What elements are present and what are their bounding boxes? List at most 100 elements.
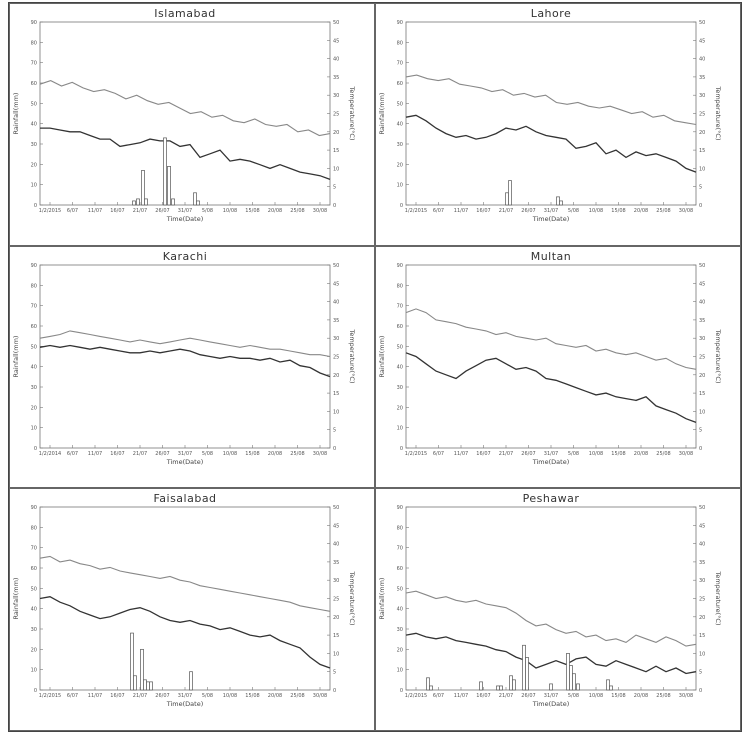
y-tick-label: 80	[31, 283, 37, 289]
y2-tick-label: 35	[333, 75, 339, 81]
y2-tick-label: 50	[333, 263, 339, 269]
x-tick-label: 5/08	[568, 208, 579, 214]
y2-tick-label: 40	[699, 299, 705, 305]
x-tick-label: 21/07	[499, 451, 513, 457]
y-tick-label: 0	[400, 688, 403, 694]
max-temperature-line	[405, 74, 697, 126]
x-tick-label: 26/07	[155, 208, 169, 214]
y-tick-label: 20	[31, 162, 37, 168]
y2-tick-label: 5	[333, 185, 336, 191]
x-axis-label: Time(Date)	[166, 700, 204, 708]
x-tick-label: 10/08	[223, 693, 237, 699]
y-tick-label: 10	[31, 183, 37, 189]
x-axis-label: Time(Date)	[532, 215, 570, 223]
y2-tick-label: 0	[333, 688, 336, 694]
y2-tick-label: 45	[699, 281, 705, 287]
x-tick-label: 26/07	[155, 693, 169, 699]
y-tick-label: 40	[31, 122, 37, 128]
y-tick-label: 10	[397, 183, 403, 189]
x-tick-label: 21/07	[499, 693, 513, 699]
rainfall-bar	[576, 683, 580, 691]
x-tick-label: 1/2/2015	[405, 208, 427, 214]
rainfall-bar	[167, 166, 171, 206]
rainfall-bar	[146, 681, 150, 691]
plot-frame	[39, 506, 331, 691]
y2-tick-label: 40	[333, 542, 339, 548]
x-tick-label: 1/2/2015	[39, 693, 61, 699]
x-tick-label: 26/07	[521, 693, 535, 699]
y2-tick-label: 35	[699, 560, 705, 566]
y-axis-label: Rainfall(mm)	[378, 93, 386, 135]
y2-tick-label: 10	[333, 409, 339, 415]
y2-tick-label: 5	[333, 427, 336, 433]
x-tick-label: 25/08	[656, 693, 670, 699]
rainfall-bar	[479, 681, 483, 691]
y-tick-label: 90	[31, 263, 37, 269]
y2-tick-label: 5	[333, 670, 336, 676]
y-tick-label: 40	[31, 364, 37, 370]
y-tick-label: 90	[397, 263, 403, 269]
y2-axis-label: Temperature(°C)	[714, 571, 722, 626]
x-tick-label: 15/08	[245, 451, 259, 457]
y-tick-label: 70	[31, 546, 37, 552]
rainfall-bar	[133, 675, 137, 691]
x-tick-label: 5/08	[568, 451, 579, 457]
min-temperature-line	[405, 351, 697, 423]
y-tick-label: 60	[397, 324, 403, 330]
y-tick-label: 40	[31, 607, 37, 613]
y2-tick-label: 50	[333, 20, 339, 26]
x-axis-label: Time(Date)	[532, 700, 570, 708]
y2-tick-label: 20	[699, 372, 705, 378]
y-tick-label: 20	[397, 648, 403, 654]
rainfall-bar	[525, 657, 529, 691]
y2-tick-label: 0	[333, 203, 336, 209]
y2-tick-label: 15	[333, 391, 339, 397]
x-tick-label: 11/07	[88, 693, 102, 699]
x-tick-label: 5/08	[202, 693, 213, 699]
x-tick-label: 25/08	[656, 451, 670, 457]
y2-tick-label: 40	[333, 299, 339, 305]
y-tick-label: 40	[397, 364, 403, 370]
y2-tick-label: 30	[333, 579, 339, 585]
y2-tick-label: 15	[333, 148, 339, 154]
min-temperature-line	[405, 632, 697, 675]
x-tick-label: 16/07	[110, 451, 124, 457]
y-tick-label: 50	[31, 344, 37, 350]
y-tick-label: 70	[397, 546, 403, 552]
y2-axis-label: Temperature(°C)	[714, 328, 722, 383]
y2-tick-label: 15	[699, 148, 705, 154]
min-temperature-line	[39, 596, 331, 669]
x-tick-label: 25/08	[290, 208, 304, 214]
chart-grid: Islamabad 0 10 20 30 40 50 60 70 80 90 0 5 10 15 20 25 30…	[8, 2, 742, 732]
x-tick-label: 6/07	[67, 208, 78, 214]
y-tick-label: 50	[31, 101, 37, 107]
x-tick-label: 1/2/2015	[39, 208, 61, 214]
rainfall-bar	[171, 198, 175, 206]
y2-tick-label: 50	[699, 20, 705, 26]
rainfall-bar	[193, 192, 197, 206]
y-axis-label: Rainfall(mm)	[12, 578, 20, 620]
x-tick-label: 20/08	[634, 451, 648, 457]
y2-tick-label: 45	[699, 38, 705, 44]
y2-tick-label: 5	[699, 427, 702, 433]
y2-axis-label: Temperature(°C)	[348, 571, 356, 626]
x-tick-label: 21/07	[133, 451, 147, 457]
y-tick-label: 90	[31, 20, 37, 26]
y2-axis-label: Temperature(°C)	[714, 85, 722, 140]
x-axis-label: Time(Date)	[166, 215, 204, 223]
x-tick-label: 11/07	[454, 451, 468, 457]
x-tick-label: 11/07	[454, 693, 468, 699]
rainfall-bar	[163, 137, 167, 206]
x-tick-label: 1/2/2015	[405, 451, 427, 457]
x-tick-label: 10/08	[589, 208, 603, 214]
y-tick-label: 80	[397, 283, 403, 289]
x-tick-label: 1/2/2014	[39, 451, 61, 457]
y2-tick-label: 25	[333, 597, 339, 603]
plot-frame	[405, 264, 697, 449]
x-tick-label: 21/07	[133, 693, 147, 699]
rainfall-bar	[572, 673, 576, 691]
x-tick-label: 5/08	[568, 693, 579, 699]
y-tick-label: 20	[31, 648, 37, 654]
chart-title: Islamabad	[154, 7, 215, 20]
chart-islamabad: Islamabad 0 10 20 30 40 50 60 70 80 90 0 5 10 15 20 25 30…	[12, 7, 356, 223]
